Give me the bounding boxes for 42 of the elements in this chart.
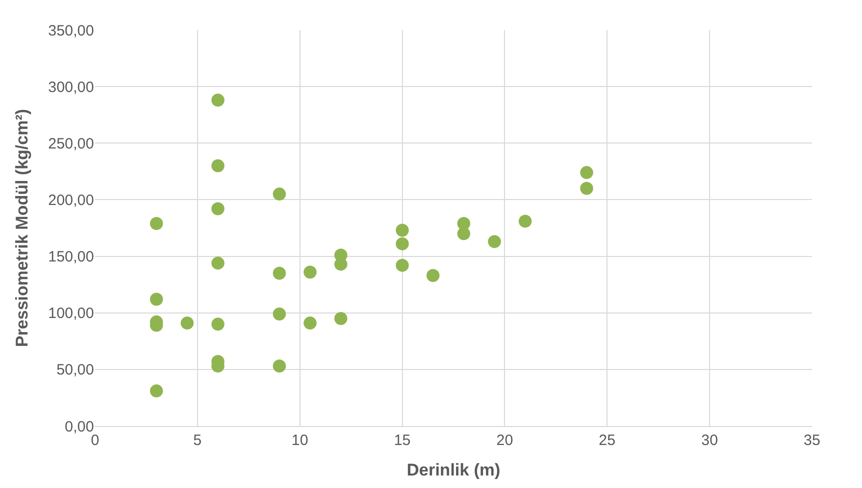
x-tick-label: 35 xyxy=(804,432,820,449)
point xyxy=(334,312,348,326)
point xyxy=(272,360,286,373)
point xyxy=(211,256,224,270)
y-tick-label: 300,00 xyxy=(48,78,94,96)
y-tick-label: 50,00 xyxy=(56,362,94,379)
point xyxy=(426,269,440,282)
point xyxy=(272,307,286,320)
point xyxy=(334,258,348,271)
point xyxy=(272,266,286,280)
point xyxy=(396,258,409,272)
point xyxy=(150,292,163,306)
y-tick-label: 150,00 xyxy=(48,248,94,266)
point xyxy=(272,188,286,201)
x-tick-label: 15 xyxy=(394,432,411,449)
y-tick-label: 350,00 xyxy=(48,22,94,40)
point xyxy=(488,235,501,248)
x-tick-label: 20 xyxy=(496,432,514,449)
point xyxy=(396,237,409,250)
y-axis-title: Pressiometrik Modül (kg/cm²) xyxy=(12,108,32,348)
x-tick-label: 10 xyxy=(292,432,308,449)
x-tick-label: 30 xyxy=(701,432,718,449)
point xyxy=(580,182,594,195)
point xyxy=(304,316,317,330)
point xyxy=(180,316,194,330)
point xyxy=(211,318,224,331)
y-tick-label: 250,00 xyxy=(48,135,94,152)
point xyxy=(150,384,163,398)
y-tick-label: 200,00 xyxy=(48,192,94,209)
x-tick-label: 25 xyxy=(598,432,616,449)
x-axis-title: Derinlik (m) xyxy=(406,460,500,480)
point xyxy=(580,166,594,180)
x-tick-label: 5 xyxy=(193,432,202,449)
point xyxy=(304,266,317,279)
y-tick-label: 100,00 xyxy=(48,305,94,322)
point xyxy=(211,94,224,107)
point xyxy=(211,202,224,216)
point xyxy=(518,214,532,228)
point xyxy=(211,159,224,172)
point xyxy=(457,227,470,240)
point xyxy=(150,216,163,230)
point xyxy=(396,224,409,237)
